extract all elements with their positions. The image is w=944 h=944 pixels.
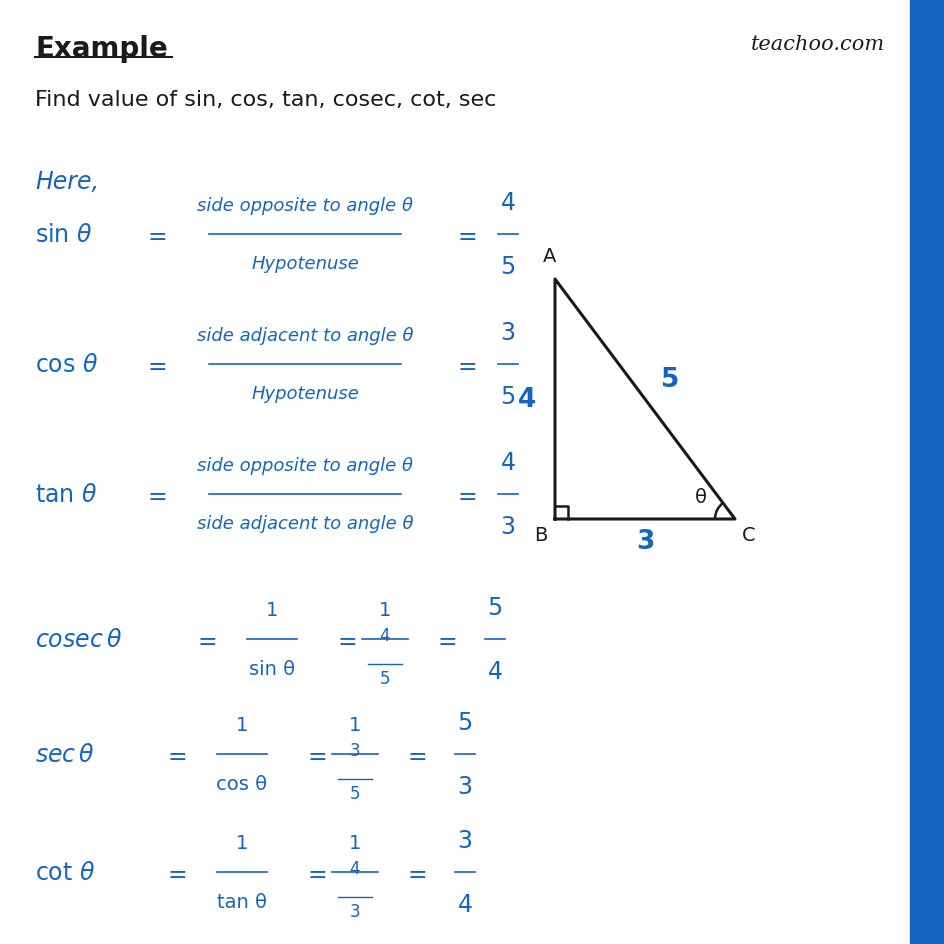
Text: 3: 3 xyxy=(500,321,515,345)
Text: $=$: $=$ xyxy=(303,742,327,767)
Text: A: A xyxy=(543,246,556,265)
Text: $\cot\,\theta$: $\cot\,\theta$ xyxy=(35,860,95,885)
Text: 3: 3 xyxy=(457,774,472,799)
Text: Find value of sin, cos, tan, cosec, cot, sec: Find value of sin, cos, tan, cosec, cot,… xyxy=(35,90,496,110)
Text: 3: 3 xyxy=(349,741,360,759)
Text: $=$: $=$ xyxy=(332,628,357,651)
Text: 1: 1 xyxy=(379,600,391,619)
Text: 5: 5 xyxy=(499,384,515,409)
Text: Hypotenuse: Hypotenuse xyxy=(251,384,359,402)
Text: 1: 1 xyxy=(348,716,361,734)
Text: cos θ: cos θ xyxy=(216,774,267,793)
Text: side opposite to angle θ: side opposite to angle θ xyxy=(196,457,413,475)
Bar xyxy=(909,0,944,944)
Text: θ: θ xyxy=(694,488,706,507)
Text: teachoo.com: teachoo.com xyxy=(750,35,885,54)
Text: 5: 5 xyxy=(379,669,390,687)
Text: 4: 4 xyxy=(500,450,515,475)
Text: tan θ: tan θ xyxy=(217,892,267,911)
Text: $\cos\,\theta$: $\cos\,\theta$ xyxy=(35,353,98,377)
Text: Example: Example xyxy=(35,35,168,63)
Text: sin θ: sin θ xyxy=(248,659,295,679)
Text: 4: 4 xyxy=(349,859,360,877)
Text: 4: 4 xyxy=(457,892,472,916)
Text: $=$: $=$ xyxy=(143,353,167,377)
Text: $=$: $=$ xyxy=(143,482,167,507)
Text: $sec\,\theta$: $sec\,\theta$ xyxy=(35,742,94,767)
Text: $=$: $=$ xyxy=(452,223,477,246)
Text: side adjacent to angle θ: side adjacent to angle θ xyxy=(196,514,413,532)
Text: side adjacent to angle θ: side adjacent to angle θ xyxy=(196,327,413,345)
Text: $=$: $=$ xyxy=(403,742,427,767)
Text: B: B xyxy=(533,526,548,545)
Text: $=$: $=$ xyxy=(163,742,187,767)
Text: $=$: $=$ xyxy=(163,860,187,885)
Text: 3: 3 xyxy=(349,902,360,920)
Text: $=$: $=$ xyxy=(303,860,327,885)
Text: 4: 4 xyxy=(487,659,502,683)
Text: 4: 4 xyxy=(379,626,390,645)
Text: Here,: Here, xyxy=(35,170,99,194)
Text: 1: 1 xyxy=(236,834,248,852)
Text: $=$: $=$ xyxy=(143,223,167,246)
Text: 4: 4 xyxy=(517,387,535,413)
Text: 5: 5 xyxy=(660,366,679,393)
Text: $=$: $=$ xyxy=(452,353,477,377)
Text: side opposite to angle θ: side opposite to angle θ xyxy=(196,196,413,215)
Text: 3: 3 xyxy=(635,529,653,554)
Text: C: C xyxy=(741,526,755,545)
Text: $\tan\,\theta$: $\tan\,\theta$ xyxy=(35,482,97,507)
Text: $=$: $=$ xyxy=(432,628,457,651)
Text: 3: 3 xyxy=(500,514,515,538)
Text: 3: 3 xyxy=(457,828,472,852)
Text: $=$: $=$ xyxy=(193,628,217,651)
Text: 5: 5 xyxy=(349,784,360,802)
Text: 1: 1 xyxy=(348,834,361,852)
Text: $\sin\,\theta$: $\sin\,\theta$ xyxy=(35,223,93,246)
Text: 5: 5 xyxy=(499,255,515,278)
Text: $=$: $=$ xyxy=(452,482,477,507)
Text: 5: 5 xyxy=(487,596,502,619)
Text: 1: 1 xyxy=(236,716,248,734)
Text: Hypotenuse: Hypotenuse xyxy=(251,255,359,273)
Text: 4: 4 xyxy=(500,191,515,215)
Text: $cosec\,\theta$: $cosec\,\theta$ xyxy=(35,628,122,651)
Text: 1: 1 xyxy=(265,600,278,619)
Text: $=$: $=$ xyxy=(403,860,427,885)
Text: 5: 5 xyxy=(457,710,472,734)
